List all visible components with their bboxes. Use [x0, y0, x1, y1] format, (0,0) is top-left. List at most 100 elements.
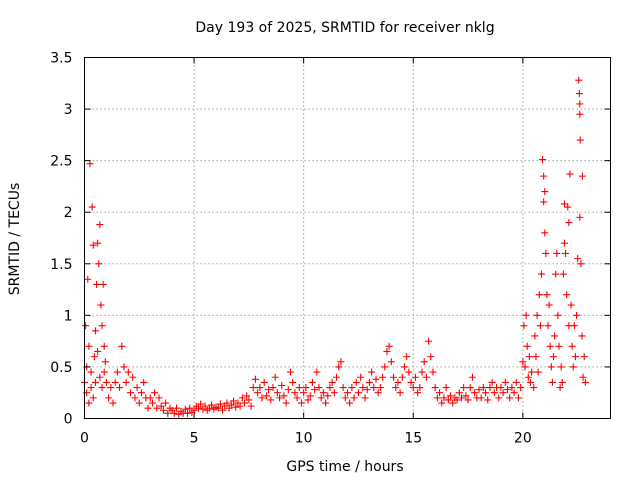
data-point: [282, 399, 290, 407]
data-point: [521, 363, 529, 371]
data-point: [479, 384, 487, 392]
data-point: [475, 386, 483, 394]
data-point: [194, 404, 202, 412]
data-point: [495, 394, 503, 402]
data-point: [486, 384, 494, 392]
data-point: [562, 249, 570, 257]
data-point: [256, 384, 264, 392]
data-point: [433, 394, 441, 402]
data-point: [97, 301, 105, 309]
data-point: [468, 373, 476, 381]
data-point: [464, 396, 472, 404]
data-point: [541, 188, 549, 196]
data-point: [442, 384, 450, 392]
data-point: [96, 221, 104, 229]
data-point: [164, 409, 172, 417]
data-point: [555, 342, 563, 350]
data-point: [575, 90, 583, 98]
data-point: [337, 358, 345, 366]
data-point: [308, 378, 316, 386]
data-point: [490, 389, 498, 397]
data-point: [551, 332, 559, 340]
data-point: [95, 260, 103, 268]
y-axis-label: SRMTID / TECUs: [7, 183, 23, 296]
data-point: [238, 394, 246, 402]
y-tick-label: 1.5: [50, 257, 72, 273]
data-point: [105, 394, 113, 402]
data-point: [577, 260, 585, 268]
data-point: [510, 389, 518, 397]
data-point: [162, 399, 170, 407]
data-point: [550, 353, 558, 361]
x-tick-label: 5: [190, 431, 199, 447]
data-point: [111, 378, 119, 386]
data-point: [289, 378, 297, 386]
y-tick-label: 3.5: [50, 51, 72, 67]
data-point: [368, 368, 376, 376]
data-point: [306, 392, 314, 400]
data-point: [181, 405, 189, 413]
data-point: [151, 389, 159, 397]
data-point: [527, 378, 535, 386]
data-point: [575, 76, 583, 84]
data-point: [352, 378, 360, 386]
x-axis-label: GPS time / hours: [286, 459, 403, 475]
data-point: [548, 378, 556, 386]
data-point: [535, 291, 543, 299]
data-point: [579, 373, 587, 381]
data-point: [324, 392, 332, 400]
data-point: [140, 378, 148, 386]
data-point: [346, 399, 354, 407]
data-point: [223, 399, 231, 407]
data-point: [319, 389, 327, 397]
axis-ticks: [84, 57, 611, 419]
data-point: [383, 347, 391, 355]
data-point: [409, 384, 417, 392]
data-point: [260, 378, 268, 386]
data-point: [534, 368, 542, 376]
data-point: [578, 172, 586, 180]
data-point: [540, 198, 548, 206]
data-point: [295, 384, 303, 392]
data-point: [414, 389, 422, 397]
data-point: [232, 403, 240, 411]
data-point: [93, 280, 101, 288]
data-point: [392, 384, 400, 392]
data-point: [98, 384, 106, 392]
data-point: [137, 389, 145, 397]
data-point: [214, 404, 222, 412]
data-point: [506, 394, 514, 402]
data-point: [460, 384, 468, 392]
data-point: [560, 200, 568, 208]
data-point: [313, 368, 321, 376]
data-point: [523, 342, 531, 350]
data-point: [427, 353, 435, 361]
data-point: [89, 394, 97, 402]
data-point: [545, 301, 553, 309]
data-point: [503, 386, 511, 394]
data-point: [552, 270, 560, 278]
data-point: [82, 322, 90, 330]
data-point: [118, 342, 126, 350]
data-point: [416, 384, 424, 392]
data-point: [457, 394, 465, 402]
data-point: [530, 384, 538, 392]
data-point: [124, 368, 132, 376]
data-point: [85, 399, 93, 407]
data-point: [520, 322, 528, 330]
data-point: [219, 406, 227, 414]
data-point: [208, 401, 216, 409]
data-point: [477, 394, 485, 402]
y-tick-labels: 0 0.5 1 1.5 2 2.5 3 3.5: [50, 51, 72, 428]
data-point: [514, 394, 522, 402]
data-point: [304, 396, 312, 404]
data-point: [254, 389, 262, 397]
data-point: [431, 384, 439, 392]
data-point: [455, 389, 463, 397]
grid: [84, 57, 611, 419]
data-point: [553, 249, 561, 257]
data-point: [528, 368, 536, 376]
data-point: [422, 373, 430, 381]
data-point: [531, 332, 539, 340]
data-point: [363, 386, 371, 394]
